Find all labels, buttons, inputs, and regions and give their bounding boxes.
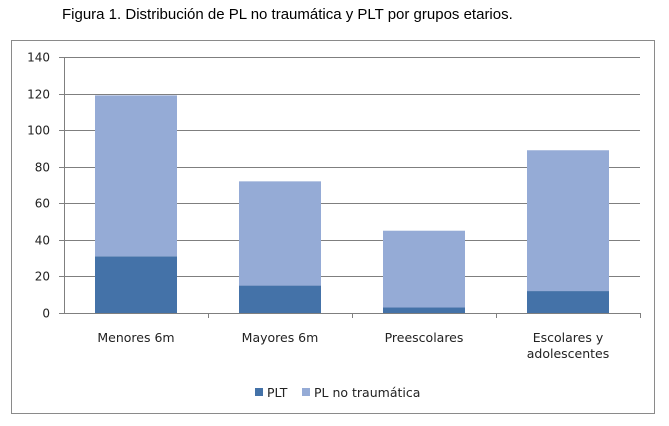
bar-pl-no-traumatica-1 <box>95 95 177 257</box>
legend: PLT PL no traumática <box>255 385 420 400</box>
legend-swatch-plt <box>255 388 263 396</box>
legend-label-plt: PLT <box>267 385 288 400</box>
legend-label-pl-no-traumatica: PL no traumática <box>314 385 420 400</box>
bar-pl-no-traumatica-2 <box>239 181 321 286</box>
bar-plt-3 <box>383 307 465 313</box>
y-tick-label: 0 <box>42 307 50 321</box>
x-category-label: adolescentes <box>527 346 610 361</box>
y-tick-label: 80 <box>35 161 50 175</box>
bar-pl-no-traumatica-3 <box>383 230 465 308</box>
legend-swatch-pl-no-traumatica <box>302 388 310 396</box>
bar-pl-no-traumatica-4 <box>527 150 609 292</box>
bars <box>95 95 609 313</box>
labels: 0 20 40 60 80 100 120 140 Menores 6m Mayores 6m Pr… <box>27 51 609 362</box>
bar-plt-2 <box>239 285 321 313</box>
x-category-label: Mayores 6m <box>242 330 319 345</box>
x-category-label: Menores 6m <box>97 330 174 345</box>
y-tick-label: 100 <box>27 124 50 138</box>
y-tick-label: 60 <box>35 197 50 211</box>
figure-caption: Figura 1. Distribución de PL no traumáti… <box>62 6 513 23</box>
bar-plt-4 <box>527 291 609 313</box>
bar-plt-1 <box>95 256 177 313</box>
y-tick-label: 140 <box>27 51 50 65</box>
y-tick-label: 20 <box>35 270 50 284</box>
x-category-label: Escolares y <box>533 330 604 345</box>
y-tick-label: 40 <box>35 234 50 248</box>
y-tick-label: 120 <box>27 88 50 102</box>
axes <box>59 57 641 318</box>
x-category-label: Preescolares <box>385 330 464 345</box>
